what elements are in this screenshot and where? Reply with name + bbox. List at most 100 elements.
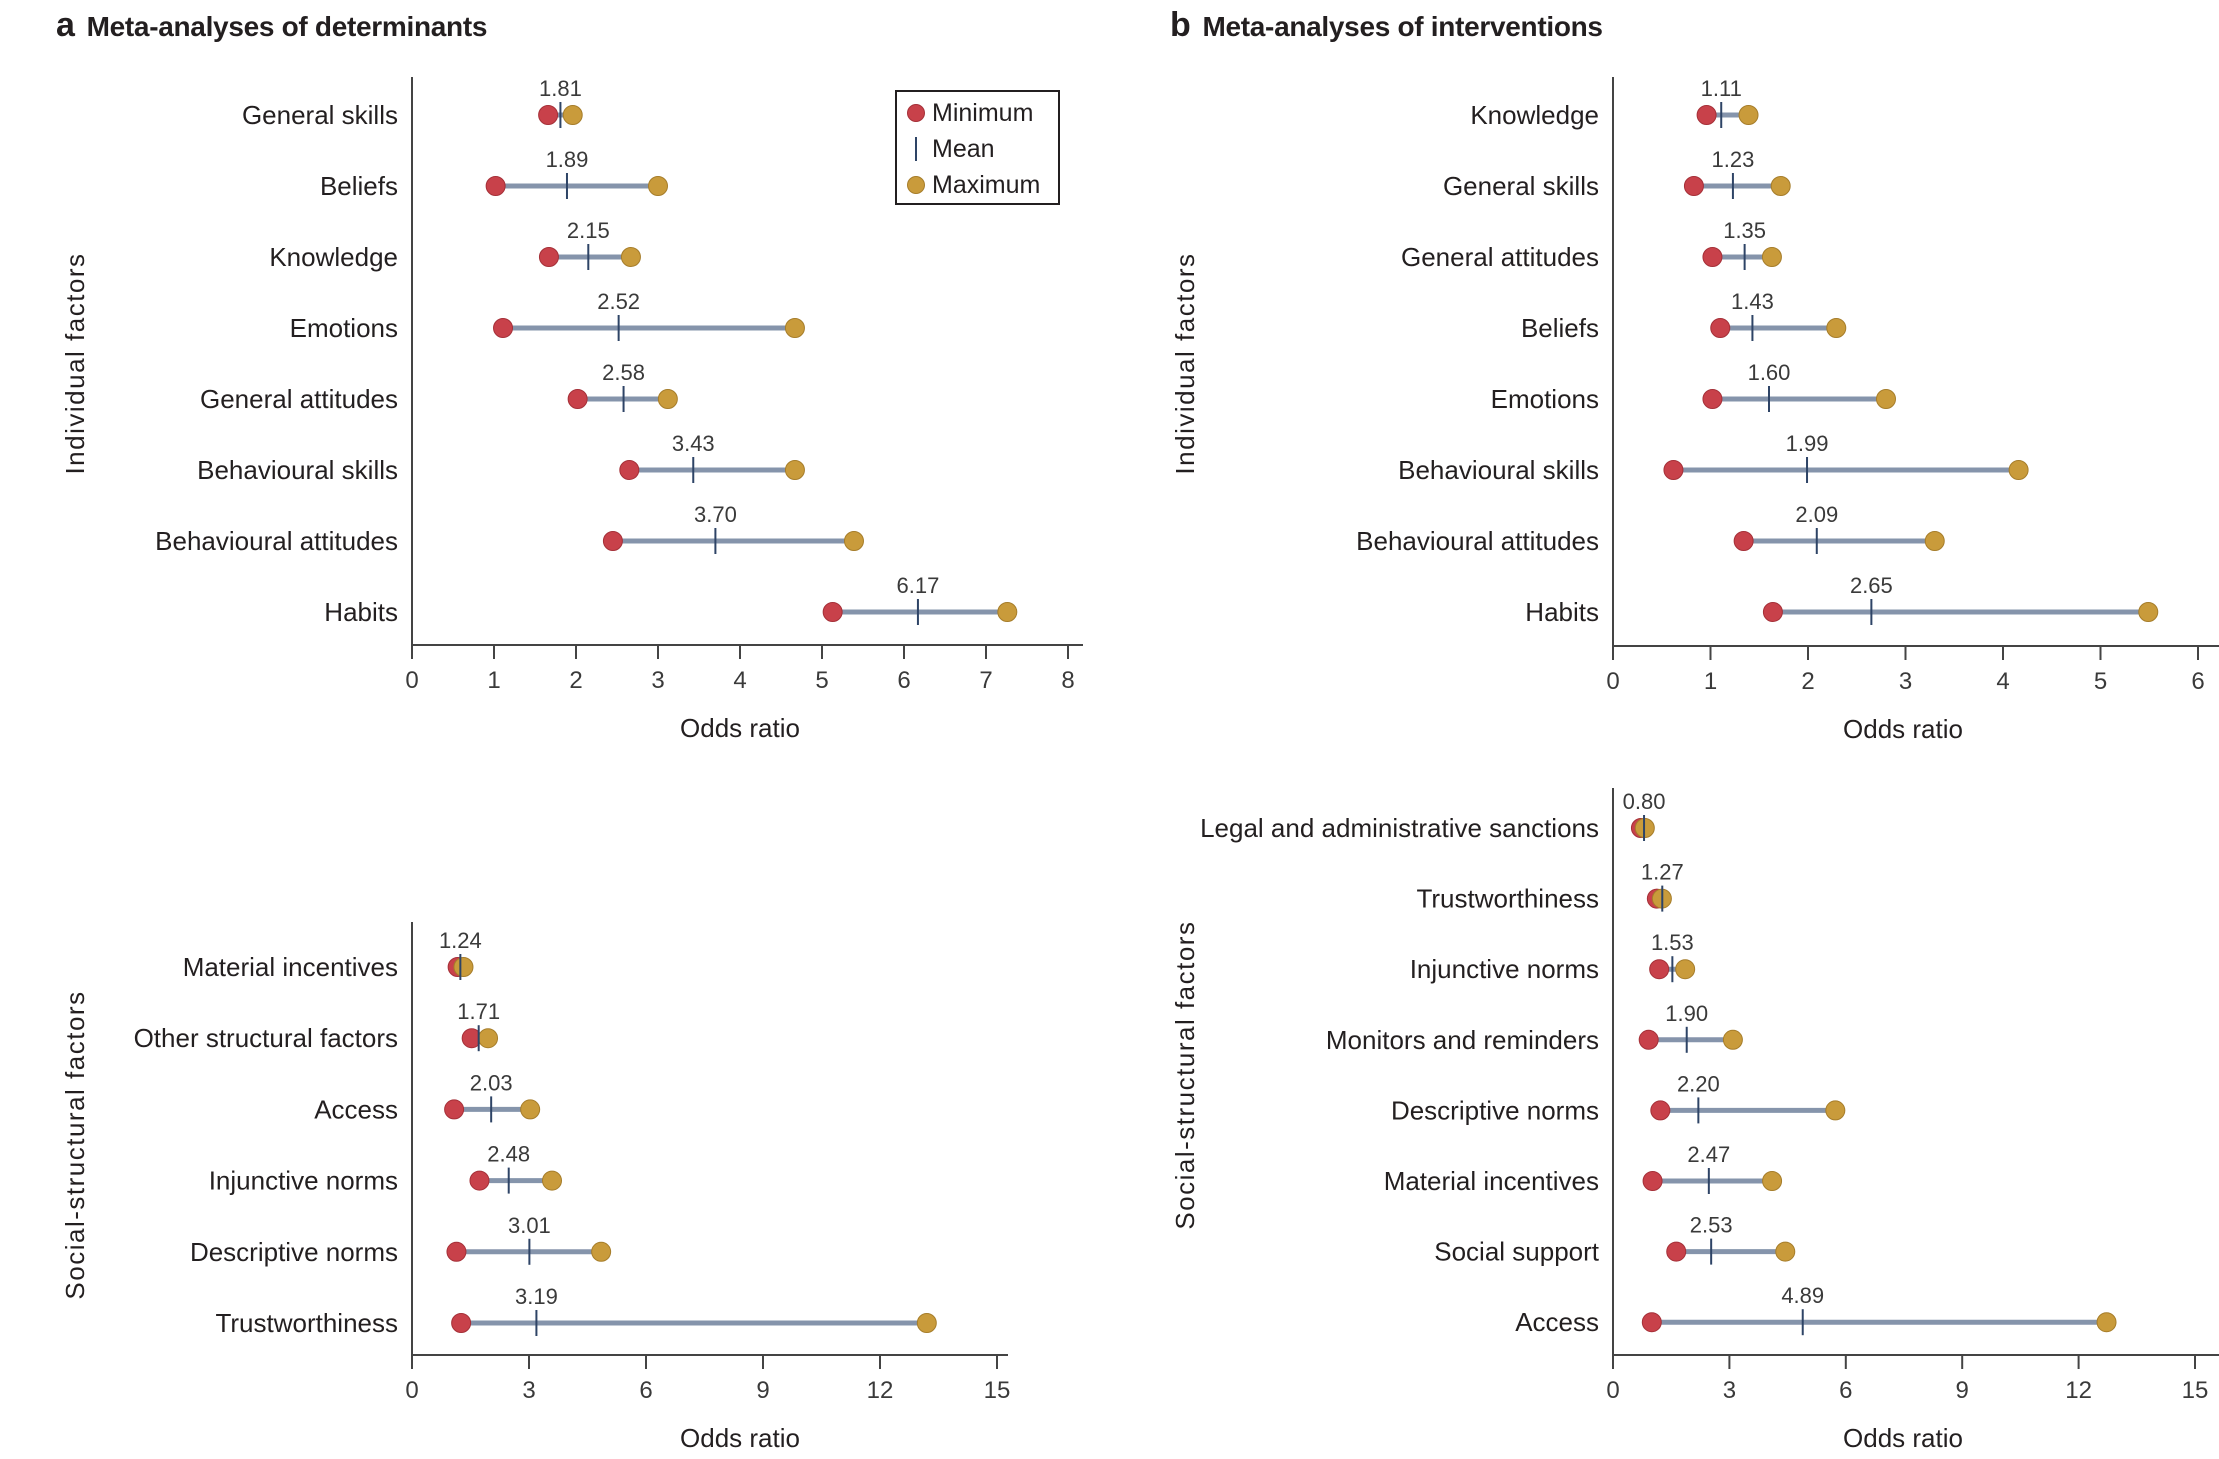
mean-value-label: 1.24	[439, 928, 482, 953]
category-label: Descriptive norms	[190, 1237, 398, 1267]
maximum-dot	[562, 105, 583, 125]
mean-value-label: 2.52	[597, 289, 640, 314]
maximum-dot	[2096, 1312, 2117, 1333]
mean-value-label: 2.09	[1795, 502, 1838, 527]
category-label: Behavioural skills	[197, 455, 398, 485]
row-general-attitudes: General attitudes 2.58	[200, 360, 678, 414]
mean-value-label: 3.19	[515, 1284, 558, 1309]
x-tick-label: 1	[487, 667, 500, 694]
x-tick-label: 3	[651, 667, 664, 694]
x-tick-label: 12	[2065, 1377, 2092, 1404]
row-injunctive-norms: Injunctive norms 1.53	[1410, 930, 1696, 984]
x-tick-label: 6	[639, 1377, 652, 1404]
panel-b-title-text: Meta-analyses of interventions	[1202, 11, 1603, 42]
x-tick-label: 15	[984, 1377, 1011, 1404]
row-legal-and-administrative-sanctions: Legal and administrative sanctions 0.80	[1200, 789, 1665, 843]
row-knowledge: Knowledge 1.11	[1470, 76, 1759, 130]
category-label: Knowledge	[269, 242, 398, 272]
mean-value-label: 1.11	[1701, 76, 1742, 101]
x-tick-label: 15	[2182, 1377, 2209, 1404]
maximum-dot	[520, 1099, 541, 1120]
row-habits: Habits 2.65	[1525, 573, 2159, 627]
maximum-dot	[620, 247, 641, 267]
row-behavioural-skills: Behavioural skills 3.43	[197, 431, 805, 485]
row-trustworthiness: Trustworthiness 3.19	[215, 1284, 937, 1338]
category-label: Injunctive norms	[209, 1166, 398, 1196]
minimum-dot	[1663, 460, 1684, 480]
x-tick-label: 2	[569, 667, 582, 694]
mean-value-label: 2.03	[470, 1070, 513, 1095]
category-label: Other structural factors	[134, 1023, 398, 1053]
x-tick-label: 8	[1061, 667, 1074, 694]
category-label: General attitudes	[200, 384, 398, 414]
mean-value-label: 2.65	[1850, 573, 1893, 598]
minimum-dot	[1649, 959, 1670, 980]
row-social-support: Social support 2.53	[1434, 1213, 1796, 1267]
x-tick-label: 4	[1996, 668, 2009, 695]
category-label: Monitors and reminders	[1326, 1025, 1599, 1055]
x-tick-label: 6	[1839, 1377, 1852, 1404]
minimum-dot	[538, 105, 559, 125]
row-monitors-and-reminders: Monitors and reminders 1.90	[1326, 1001, 1743, 1055]
maximum-dot	[1924, 531, 1945, 551]
minimum-dot	[619, 460, 640, 480]
x-tick-label: 9	[1956, 1377, 1969, 1404]
category-label: Emotions	[1491, 384, 1599, 414]
row-beliefs: Beliefs 1.89	[320, 147, 668, 201]
minimum-dot	[1650, 1100, 1671, 1121]
category-label: Descriptive norms	[1391, 1095, 1599, 1125]
category-label: Material incentives	[1384, 1166, 1599, 1196]
panel-a-title-text: Meta-analyses of determinants	[86, 11, 488, 42]
legend: Minimum Mean Maximum	[895, 90, 1060, 205]
minimum-dot	[1710, 318, 1731, 338]
mean-value-label: 2.20	[1677, 1071, 1720, 1096]
x-axis-title: Odds ratio	[680, 1423, 800, 1453]
category-label: Access	[314, 1094, 398, 1124]
maximum-dot	[1722, 1029, 1743, 1050]
y-axis-title: Individual factors	[1170, 252, 1200, 474]
y-axis-title: Social-structural factors	[1170, 921, 1200, 1230]
x-tick-label: 0	[405, 667, 418, 694]
mean-value-label: 1.23	[1712, 147, 1755, 172]
row-injunctive-norms: Injunctive norms 2.48	[209, 1142, 563, 1196]
mean-value-label: 2.53	[1690, 1213, 1733, 1238]
mean-value-label: 1.89	[546, 147, 589, 172]
category-label: Beliefs	[1521, 313, 1599, 343]
mean-value-label: 2.47	[1687, 1142, 1730, 1167]
minimum-dot	[1638, 1029, 1659, 1050]
x-tick-label: 0	[405, 1377, 418, 1404]
category-label: Knowledge	[1470, 100, 1599, 130]
category-label: General skills	[1443, 171, 1599, 201]
minimum-dot	[451, 1313, 472, 1333]
mean-value-label: 3.01	[508, 1213, 551, 1238]
row-behavioural-attitudes: Behavioural attitudes 2.09	[1356, 502, 1945, 556]
maximum-dot	[843, 531, 864, 551]
maximum-dot	[1826, 318, 1847, 338]
panel-a-title: a Meta-analyses of determinants	[56, 6, 487, 45]
maximum-dot	[591, 1241, 612, 1262]
minimum-dot	[1641, 1312, 1662, 1333]
category-label: Habits	[1525, 597, 1599, 627]
row-general-skills: General skills 1.81	[242, 76, 583, 130]
category-label: Trustworthiness	[1416, 884, 1599, 914]
panel-b-letter: b	[1170, 6, 1191, 44]
minimum-dot	[1683, 176, 1704, 196]
x-tick-label: 3	[1899, 668, 1912, 695]
row-material-incentives: Material incentives 2.47	[1384, 1142, 1783, 1196]
maximum-dot	[1876, 389, 1896, 409]
legend-label-mean: Mean	[932, 134, 995, 163]
minimum-dot	[1666, 1241, 1687, 1262]
row-material-incentives: Material incentives 1.24	[183, 928, 482, 982]
row-knowledge: Knowledge 2.15	[269, 218, 641, 272]
row-descriptive-norms: Descriptive norms 2.20	[1391, 1071, 1846, 1125]
legend-label-maximum: Maximum	[932, 170, 1041, 199]
mean-value-label: 1.43	[1731, 289, 1774, 314]
category-label: Emotions	[290, 313, 398, 343]
category-label: Legal and administrative sanctions	[1200, 813, 1599, 843]
row-other-structural-factors: Other structural factors 1.71	[134, 999, 501, 1053]
chart-a-social: 0 3 6 9 12 15 Odds ratio Social-structural fact…	[60, 922, 1010, 1453]
minimum-dot	[485, 176, 506, 196]
row-behavioural-attitudes: Behavioural attitudes 3.70	[155, 502, 864, 556]
maximum-dot	[1770, 176, 1791, 196]
x-tick-label: 2	[1801, 668, 1814, 695]
